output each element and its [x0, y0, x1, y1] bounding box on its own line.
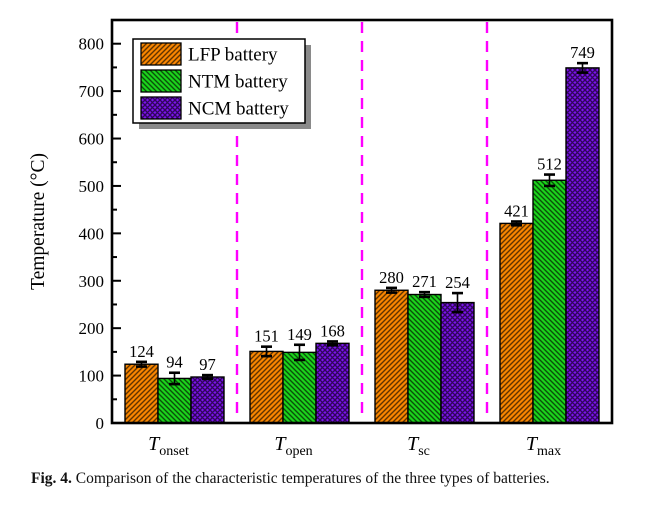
error-bar	[419, 290, 430, 299]
x-category-label-onset: Tonset	[148, 433, 189, 459]
bar-value-label: 749	[570, 43, 595, 62]
bars: 124 94 97 151 149 168 280 271 254 421 512 749	[124, 43, 600, 424]
bar-LFP-Tmax	[499, 222, 534, 424]
figure-caption: Fig. 4. Comparison of the characteristic…	[31, 468, 617, 490]
legend-swatch	[140, 69, 182, 93]
bar-chart: 124 94 97 151 149 168 280 271 254 421 512 749 0 100 20…	[28, 18, 614, 459]
bar-value-label: 280	[379, 268, 404, 287]
bar-NTM-Tsc	[407, 293, 442, 424]
error-bar	[202, 373, 213, 381]
error-bar	[577, 61, 588, 74]
bar-NTM-Tmax	[532, 179, 567, 424]
caption-label: Fig. 4.	[31, 470, 72, 487]
bar-value-label: 149	[287, 325, 312, 344]
bar-value-label: 421	[504, 202, 529, 221]
bar-NCM-Topen	[315, 342, 350, 424]
y-tick-label: 600	[79, 130, 105, 149]
error-bar	[452, 291, 463, 314]
legend-item-ntm: NTM battery	[140, 69, 288, 93]
bar-value-label: 254	[445, 273, 470, 292]
x-category-label-sc: Tsc	[407, 433, 430, 459]
legend-swatch	[140, 42, 182, 66]
bar-NTM-Tonset	[157, 377, 192, 424]
bar-value-label: 271	[412, 272, 437, 291]
y-tick-label: 400	[79, 224, 105, 243]
bar-NTM-Topen	[282, 351, 317, 424]
legend: LFP battery NTM battery NCM battery	[132, 38, 311, 129]
legend-swatch	[140, 96, 182, 120]
y-tick-label: 800	[79, 35, 105, 54]
y-tick-label: 500	[79, 177, 105, 196]
y-tick-label: 0	[96, 414, 105, 433]
bar-value-label: 97	[199, 355, 216, 374]
error-bar	[294, 343, 305, 362]
legend-label: NTM battery	[188, 72, 288, 93]
error-bar	[169, 371, 180, 386]
bar-NCM-Tmax	[565, 67, 600, 424]
legend-item-ncm: NCM battery	[140, 96, 289, 120]
bar-value-label: 512	[537, 155, 562, 174]
y-tick-label: 700	[79, 82, 105, 101]
legend-label: NCM battery	[188, 99, 289, 120]
error-bar	[136, 360, 147, 368]
bar-value-label: 168	[320, 321, 345, 340]
y-axis: 0 100 200 300 400 500 600 700 800	[79, 35, 121, 433]
error-bar	[327, 340, 338, 347]
error-bar	[544, 173, 555, 188]
bar-value-label: 124	[129, 342, 154, 361]
y-axis-title: Temperature (°C)	[28, 153, 49, 290]
error-bar	[511, 220, 522, 227]
bar-value-label: 94	[166, 353, 183, 372]
bar-value-label: 151	[254, 327, 279, 346]
error-bar	[386, 286, 397, 294]
bar-NCM-Tonset	[190, 376, 225, 424]
x-category-label-max: Tmax	[526, 433, 561, 459]
y-tick-label: 100	[79, 367, 105, 386]
x-category-label-open: Topen	[274, 433, 312, 459]
error-bar	[261, 345, 272, 358]
y-tick-label: 200	[79, 319, 105, 338]
bar-LFP-Tsc	[374, 289, 409, 424]
caption-text: Comparison of the characteristic tempera…	[75, 470, 550, 487]
bar-LFP-Tonset	[124, 363, 159, 424]
y-tick-label: 300	[79, 272, 105, 291]
plot-frame	[110, 18, 614, 425]
bar-NCM-Tsc	[440, 301, 475, 424]
legend-label: LFP battery	[188, 45, 278, 66]
legend-item-lfp: LFP battery	[140, 42, 278, 66]
bar-LFP-Topen	[249, 350, 284, 424]
